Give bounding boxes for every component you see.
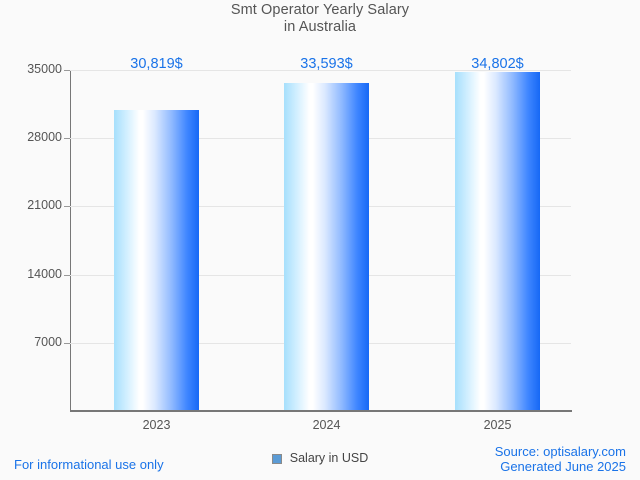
legend-swatch-icon [271, 453, 282, 464]
bar-2025[interactable] [455, 72, 540, 410]
y-axis-line [70, 70, 71, 411]
gridline-35000 [70, 70, 571, 71]
source-link[interactable]: Source: optisalary.com [494, 444, 626, 459]
legend-item-label[interactable]: Salary in USD [289, 451, 369, 465]
y-tick-mark-28000 [64, 138, 70, 139]
y-tick-label-35000: 35000 [27, 62, 62, 76]
y-tick-mark-21000 [64, 206, 70, 207]
chart-title: Smt Operator Yearly Salary [230, 2, 410, 18]
bar-2024[interactable] [284, 83, 369, 410]
disclaimer-text: For informational use only [14, 457, 164, 472]
bar-value-label-2023: 30,819$ [130, 56, 183, 72]
x-tick-label-2023: 2023 [142, 418, 171, 432]
y-tick-mark-14000 [64, 275, 70, 276]
y-tick-mark-7000 [64, 343, 70, 344]
page-title: Smt Operator Yearly Salary in Australia [0, 2, 640, 36]
x-tick-label-2025: 2025 [483, 418, 512, 432]
generated-date: Generated June 2025 [500, 459, 626, 474]
chart-subtitle: in Australia [283, 19, 357, 35]
bar-value-label-2024: 33,593$ [300, 56, 353, 72]
y-tick-label-7000: 7000 [34, 335, 62, 349]
y-tick-label-28000: 28000 [27, 130, 62, 144]
source-block: Source: optisalary.com Generated June 20… [495, 444, 626, 474]
chart-legend: Salary in USD [0, 452, 640, 465]
x-axis-line [70, 410, 572, 412]
plot-area [70, 70, 571, 410]
bar-2023[interactable] [114, 110, 199, 410]
bar-value-label-2025: 34,802$ [471, 56, 524, 72]
y-tick-label-14000: 14000 [27, 267, 62, 281]
y-tick-mark-35000 [64, 70, 70, 71]
x-tick-label-2024: 2024 [312, 418, 341, 432]
y-tick-label-21000: 21000 [27, 198, 62, 212]
